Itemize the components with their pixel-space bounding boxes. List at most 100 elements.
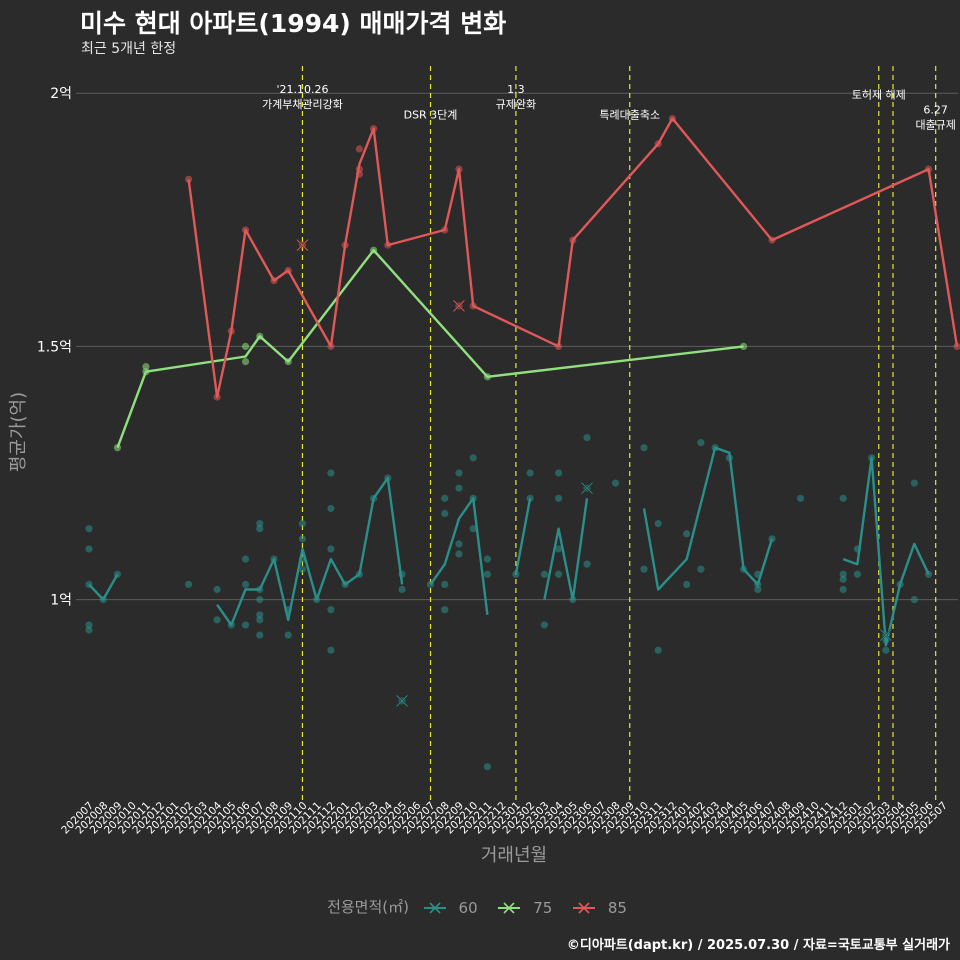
data-point (640, 565, 648, 573)
y-tick-label: 1.5억 (37, 339, 72, 355)
legend-key-cross-b (429, 902, 441, 914)
data-point (455, 540, 463, 548)
legend-item-60[interactable]: 60 (422, 898, 484, 917)
legend-item-85[interactable]: 85 (571, 898, 633, 917)
data-point (441, 580, 449, 589)
data-point (697, 439, 705, 447)
y-tick-label: 2억 (50, 86, 72, 102)
cross-mark (296, 239, 309, 251)
data-point (554, 545, 563, 553)
series-line (543, 498, 589, 601)
data-point (241, 555, 250, 563)
data-point (910, 596, 918, 604)
data-point (85, 626, 93, 634)
event-label: 토허제 해제 (852, 87, 906, 101)
legend: 전용면적(㎡) 60 75 85 (0, 896, 960, 917)
data-point (455, 484, 463, 492)
data-point (469, 525, 477, 533)
data-point (241, 580, 250, 589)
data-point (241, 342, 250, 350)
cross-mark (880, 629, 892, 641)
data-point (540, 621, 548, 629)
data-point (256, 616, 264, 624)
chart-subtitle: 최근 5개년 한정 (81, 41, 177, 57)
data-point (754, 585, 762, 594)
series-line (514, 498, 532, 575)
source-caption: ©디아파트(dapt.kr) / 2025.07.30 / 자료=국토교통부 실… (566, 938, 950, 953)
data-point (327, 469, 335, 477)
data-point (839, 575, 847, 583)
cross-mark (581, 482, 593, 495)
data-point (455, 550, 463, 558)
data-point (298, 565, 307, 573)
event-label: '21.10.26 (276, 83, 328, 96)
data-point (185, 175, 193, 183)
cross-mark (453, 300, 465, 312)
data-point (583, 560, 591, 568)
data-point (441, 494, 449, 502)
series-85 (185, 114, 960, 401)
series-line (216, 476, 404, 627)
data-point (85, 525, 93, 533)
event-label: 6.27 (923, 103, 948, 116)
legend-key-60-icon (423, 902, 446, 914)
data-point (554, 469, 563, 477)
legend-title: 전용면적(㎡) (327, 898, 409, 916)
event-label: 특례대출축소 (599, 109, 660, 122)
series-line (642, 446, 774, 591)
data-point (327, 545, 335, 553)
data-point (839, 585, 847, 594)
data-point (256, 525, 264, 533)
data-point (853, 570, 862, 578)
data-point (142, 363, 150, 371)
legend-key-cross-b (578, 902, 590, 914)
data-point (583, 433, 591, 442)
axes: 1억1.5억2억20200720200820200920201020201120… (8, 86, 950, 866)
data-point (910, 479, 918, 487)
data-point (611, 479, 620, 487)
data-point (241, 621, 250, 629)
legend-key-cross-b (503, 902, 515, 914)
event-label: 대출규제 (915, 118, 955, 131)
data-point (683, 580, 691, 589)
data-point (298, 535, 307, 543)
data-point (455, 469, 463, 477)
data-point (241, 357, 250, 366)
series-60 (85, 433, 933, 771)
cross-mark (396, 695, 408, 707)
legend-label-85: 85 (607, 898, 627, 917)
data-point (85, 621, 93, 629)
data-point (697, 565, 705, 573)
legend-label-75: 75 (533, 898, 553, 917)
data-point (683, 530, 691, 538)
data-point (483, 763, 492, 771)
series-group (85, 114, 960, 771)
data-point (796, 494, 805, 502)
data-point (213, 616, 221, 624)
data-point (213, 585, 221, 594)
data-point (469, 454, 477, 462)
data-point (355, 145, 363, 153)
y-tick-label: 1억 (50, 593, 72, 609)
y-axis-title: 평균가(억) (8, 392, 29, 472)
data-point (85, 545, 93, 553)
event-label: 가계부채관리강화 (262, 98, 343, 111)
data-point (540, 570, 548, 578)
legend-item-75[interactable]: 75 (496, 898, 558, 917)
series-line (187, 117, 959, 399)
data-point (185, 580, 193, 589)
data-point (654, 520, 662, 528)
data-point (483, 555, 492, 563)
series-line (88, 573, 119, 601)
series-line (842, 456, 930, 647)
data-point (256, 520, 264, 528)
legend-key-85-icon (573, 902, 596, 914)
data-point (526, 469, 534, 477)
gridlines (76, 92, 958, 601)
data-point (839, 570, 847, 578)
series-line (116, 248, 744, 449)
data-point (882, 646, 890, 654)
x-axis-title: 거래년월 (481, 845, 547, 866)
